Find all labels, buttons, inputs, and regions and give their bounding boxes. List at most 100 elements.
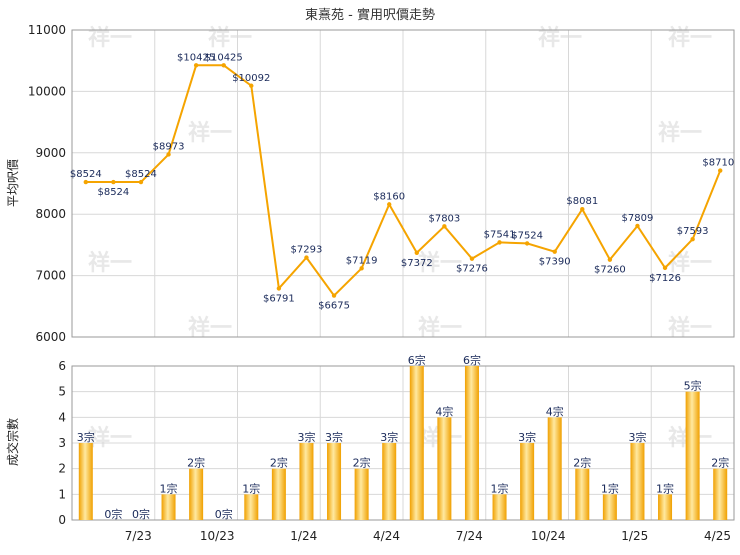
volume-data-label: 1宗: [656, 481, 674, 495]
price-plot-border: [71, 29, 735, 338]
price-point: [690, 236, 695, 242]
volume-bar: [354, 468, 369, 520]
volume-bar: [575, 468, 590, 520]
x-tick-label: 4/25: [704, 529, 731, 543]
price-point: [111, 179, 116, 185]
price-point: [276, 286, 282, 291]
price-data-label: $10092: [232, 73, 270, 84]
price-data-label: $7524: [511, 230, 543, 241]
volume-bar: [161, 494, 176, 520]
price-data-label: $7372: [401, 258, 433, 269]
volume-bar: [189, 468, 204, 520]
volume-y-tick-label: 2: [58, 462, 66, 476]
volume-data-label: 3宗: [380, 430, 398, 444]
price-data-label: $8973: [153, 141, 185, 152]
volume-bar: [409, 366, 424, 520]
price-point: [414, 250, 419, 255]
price-point: [718, 168, 723, 173]
volume-data-label: 2宗: [573, 456, 591, 470]
watermark: 祥一: [418, 250, 462, 276]
volume-bar: [437, 417, 452, 520]
price-grid: [71, 29, 735, 338]
price-data-label: $7293: [291, 245, 323, 256]
price-point: [469, 256, 475, 261]
price-point: [83, 179, 88, 185]
price-data-label: $10425: [177, 52, 215, 63]
volume-data-label: 0宗: [215, 507, 233, 521]
watermark: 祥一: [88, 250, 132, 276]
volume-bar: [630, 443, 645, 520]
volume-bar: [327, 443, 342, 520]
x-axis: 7/23 10/23 1/24 4/24 7/24 10/24 1/25 4/25: [125, 529, 731, 543]
price-data-label: $8524: [97, 187, 129, 198]
price-data-label: $6675: [318, 301, 350, 312]
volume-data-label: 3宗: [325, 430, 343, 444]
volume-data-label: 4宗: [546, 404, 564, 418]
price-point: [387, 202, 392, 207]
price-data-label: $8710: [702, 158, 734, 169]
volume-bar: [492, 494, 507, 520]
price-point: [580, 207, 585, 212]
volume-data-label: 3宗: [77, 430, 95, 444]
volume-y-tick-label: 5: [58, 385, 66, 399]
volume-bar: [685, 391, 700, 520]
volume-y-tick-label: 4: [58, 410, 66, 424]
price-point: [552, 249, 557, 254]
volume-bar-series: 3宗 0宗 0宗 1宗 2宗 0宗 1宗 2宗 3宗 3宗 2宗 3宗 6宗 4宗 6宗 1宗 3宗 4宗 2宗 1宗…: [77, 353, 729, 521]
chart-title: 東熹苑 - 實用呎價走勢: [305, 7, 435, 23]
x-tick-label: 7/24: [456, 529, 483, 543]
price-point: [193, 63, 199, 68]
volume-data-label: 4宗: [435, 404, 453, 418]
x-tick-label: 4/24: [373, 529, 400, 543]
volume-y-tick-label: 3: [58, 436, 66, 450]
x-tick-label: 10/23: [200, 529, 235, 543]
price-data-label: $10425: [205, 52, 243, 63]
volume-y-axis-label: 成交宗數: [5, 418, 20, 466]
price-data-label: $8160: [373, 191, 405, 202]
volume-data-label: 0宗: [104, 507, 122, 521]
volume-bar: [520, 443, 535, 520]
price-data-label: $7260: [594, 265, 626, 276]
watermark: 祥一: [658, 120, 702, 146]
price-data-label: $7276: [456, 264, 488, 275]
volume-bar: [271, 468, 286, 520]
price-point: [166, 152, 171, 157]
x-tick-label: 1/25: [621, 529, 648, 543]
price-y-tick-label: 10000: [28, 84, 66, 98]
price-data-label: $7119: [346, 255, 378, 266]
price-point: [607, 257, 613, 262]
volume-y-tick-label: 0: [58, 513, 66, 527]
x-tick-label: 10/24: [531, 529, 566, 543]
price-point: [442, 224, 447, 229]
volume-bar: [244, 494, 259, 520]
volume-bar: [78, 443, 93, 520]
watermark-layer: 祥一祥一祥一祥一祥一祥一祥一祥一祥一祥一祥一祥一祥一祥一祥一: [88, 25, 712, 451]
x-tick-label: 1/24: [290, 529, 317, 543]
volume-data-label: 6宗: [463, 353, 481, 367]
price-y-axis-label: 平均呎價: [6, 159, 20, 207]
price-y-tick-label: 9000: [35, 146, 66, 160]
price-point: [249, 83, 254, 88]
watermark: 祥一: [668, 250, 712, 276]
volume-bar: [713, 468, 728, 520]
price-point: [524, 241, 530, 246]
volume-bar: [602, 494, 617, 520]
price-y-axis: 6000 7000 8000 9000 10000 11000: [28, 23, 66, 344]
price-point: [635, 223, 640, 229]
price-y-tick-label: 6000: [35, 330, 66, 344]
volume-bar: [299, 443, 314, 520]
watermark: 祥一: [188, 120, 232, 146]
price-point: [331, 293, 337, 298]
volume-bar: [658, 494, 673, 520]
volume-data-label: 2宗: [187, 456, 205, 470]
watermark: 祥一: [88, 425, 132, 451]
volume-y-tick-label: 1: [58, 487, 66, 501]
price-point: [497, 240, 502, 245]
price-line: [85, 64, 722, 298]
price-point: [138, 179, 144, 185]
price-y-tick-label: 11000: [28, 23, 66, 37]
volume-data-label: 1宗: [601, 481, 619, 495]
volume-data-label: 2宗: [270, 456, 288, 470]
watermark: 祥一: [208, 25, 252, 51]
volume-data-label: 3宗: [297, 430, 315, 444]
